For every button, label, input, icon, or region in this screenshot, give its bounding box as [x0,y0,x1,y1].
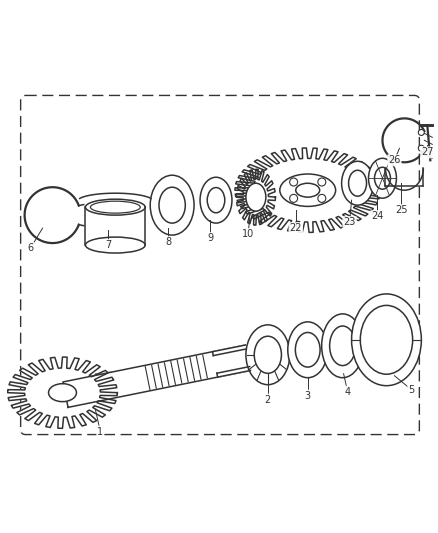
Circle shape [318,195,326,203]
Text: 23: 23 [343,217,356,227]
Ellipse shape [85,199,145,215]
Ellipse shape [49,384,77,402]
Circle shape [290,195,297,203]
Circle shape [418,130,424,135]
Text: 26: 26 [388,155,401,165]
Text: 27: 27 [421,147,434,157]
Ellipse shape [159,187,185,223]
Text: 5: 5 [408,385,414,394]
Ellipse shape [296,183,320,197]
Ellipse shape [254,336,282,373]
Ellipse shape [85,237,145,253]
Ellipse shape [295,333,320,367]
Text: 25: 25 [395,205,408,215]
Text: 10: 10 [242,229,254,239]
Ellipse shape [360,305,413,374]
Text: 3: 3 [305,391,311,401]
Polygon shape [8,357,117,429]
Ellipse shape [280,174,336,206]
Text: 24: 24 [371,211,384,221]
Text: 6: 6 [28,243,34,253]
Ellipse shape [368,158,396,198]
Text: 2: 2 [265,394,271,405]
Text: 22: 22 [290,223,302,233]
Polygon shape [212,345,251,377]
Circle shape [418,145,424,151]
Ellipse shape [150,175,194,235]
Circle shape [290,178,297,186]
Text: 8: 8 [165,237,171,247]
Ellipse shape [90,201,140,213]
Text: 9: 9 [207,233,213,243]
Text: 1: 1 [97,426,103,437]
Ellipse shape [207,188,225,213]
Polygon shape [63,345,251,407]
Ellipse shape [352,294,421,386]
Ellipse shape [246,183,266,211]
Polygon shape [237,169,276,225]
Ellipse shape [342,161,374,205]
Ellipse shape [200,177,232,223]
Ellipse shape [288,322,328,378]
Ellipse shape [246,325,290,385]
Ellipse shape [321,314,364,378]
Ellipse shape [349,170,367,196]
Ellipse shape [330,326,356,366]
Text: 4: 4 [345,386,351,397]
Polygon shape [235,148,381,232]
Text: 7: 7 [105,240,112,250]
Ellipse shape [374,167,390,189]
Circle shape [318,178,326,186]
